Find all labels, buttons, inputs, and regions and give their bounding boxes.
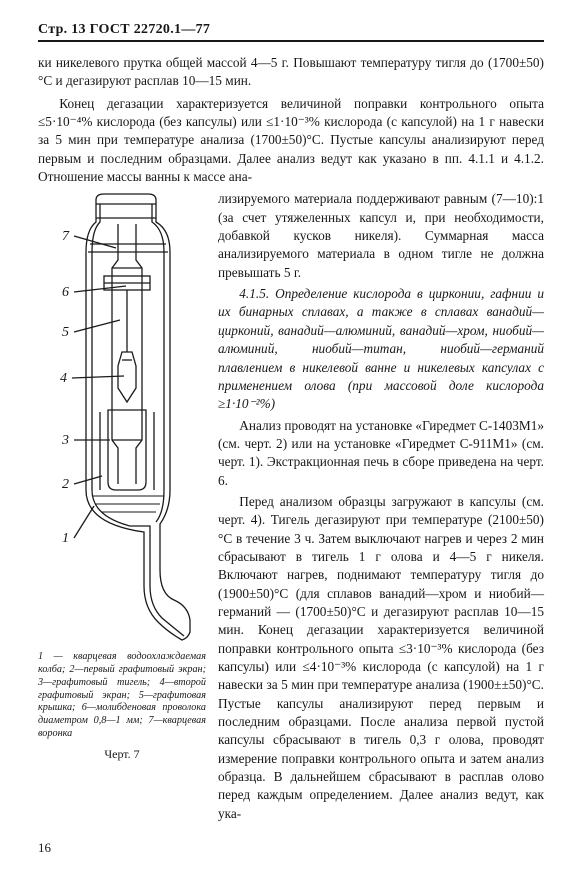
top-text-block: ки никелевого прутка общей массой 4—5 г.…: [38, 54, 544, 186]
figure-label-1: 1: [62, 531, 69, 546]
figure-column: 7 6 5 4 3 2 1 1 — кварцевая водоохлаждае…: [38, 190, 206, 826]
figure-label-2: 2: [62, 477, 69, 492]
page-header: Стр. 13 ГОСТ 22720.1—77: [38, 22, 544, 38]
figure-7-svg: 7 6 5 4 3 2 1: [38, 190, 206, 645]
figure-label-5: 5: [62, 325, 69, 340]
figure-label-6: 6: [62, 285, 69, 300]
paragraph: Анализ проводят на установке «Гиредмет С…: [218, 417, 544, 490]
figure-number: Черт. 7: [38, 747, 206, 762]
paragraph: Конец дегазации характеризуется величино…: [38, 95, 544, 187]
figure-label-3: 3: [61, 433, 69, 448]
figure-caption: 1 — кварцевая водоохлаждаемая колба; 2—п…: [38, 651, 206, 740]
right-text-column: лизируемого материала поддерживают равны…: [218, 190, 544, 826]
figure-label-4: 4: [60, 371, 67, 386]
paragraph: Перед анализом образцы загружают в капсу…: [218, 493, 544, 823]
paragraph: ки никелевого прутка общей массой 4—5 г.…: [38, 54, 544, 91]
figure-label-7: 7: [62, 229, 70, 244]
paragraph-italic: 4.1.5. Определение кислорода в цирконии,…: [218, 285, 544, 413]
page-number: 16: [38, 840, 51, 856]
paragraph: лизируемого материала поддерживают равны…: [218, 190, 544, 282]
header-rule: [38, 40, 544, 42]
